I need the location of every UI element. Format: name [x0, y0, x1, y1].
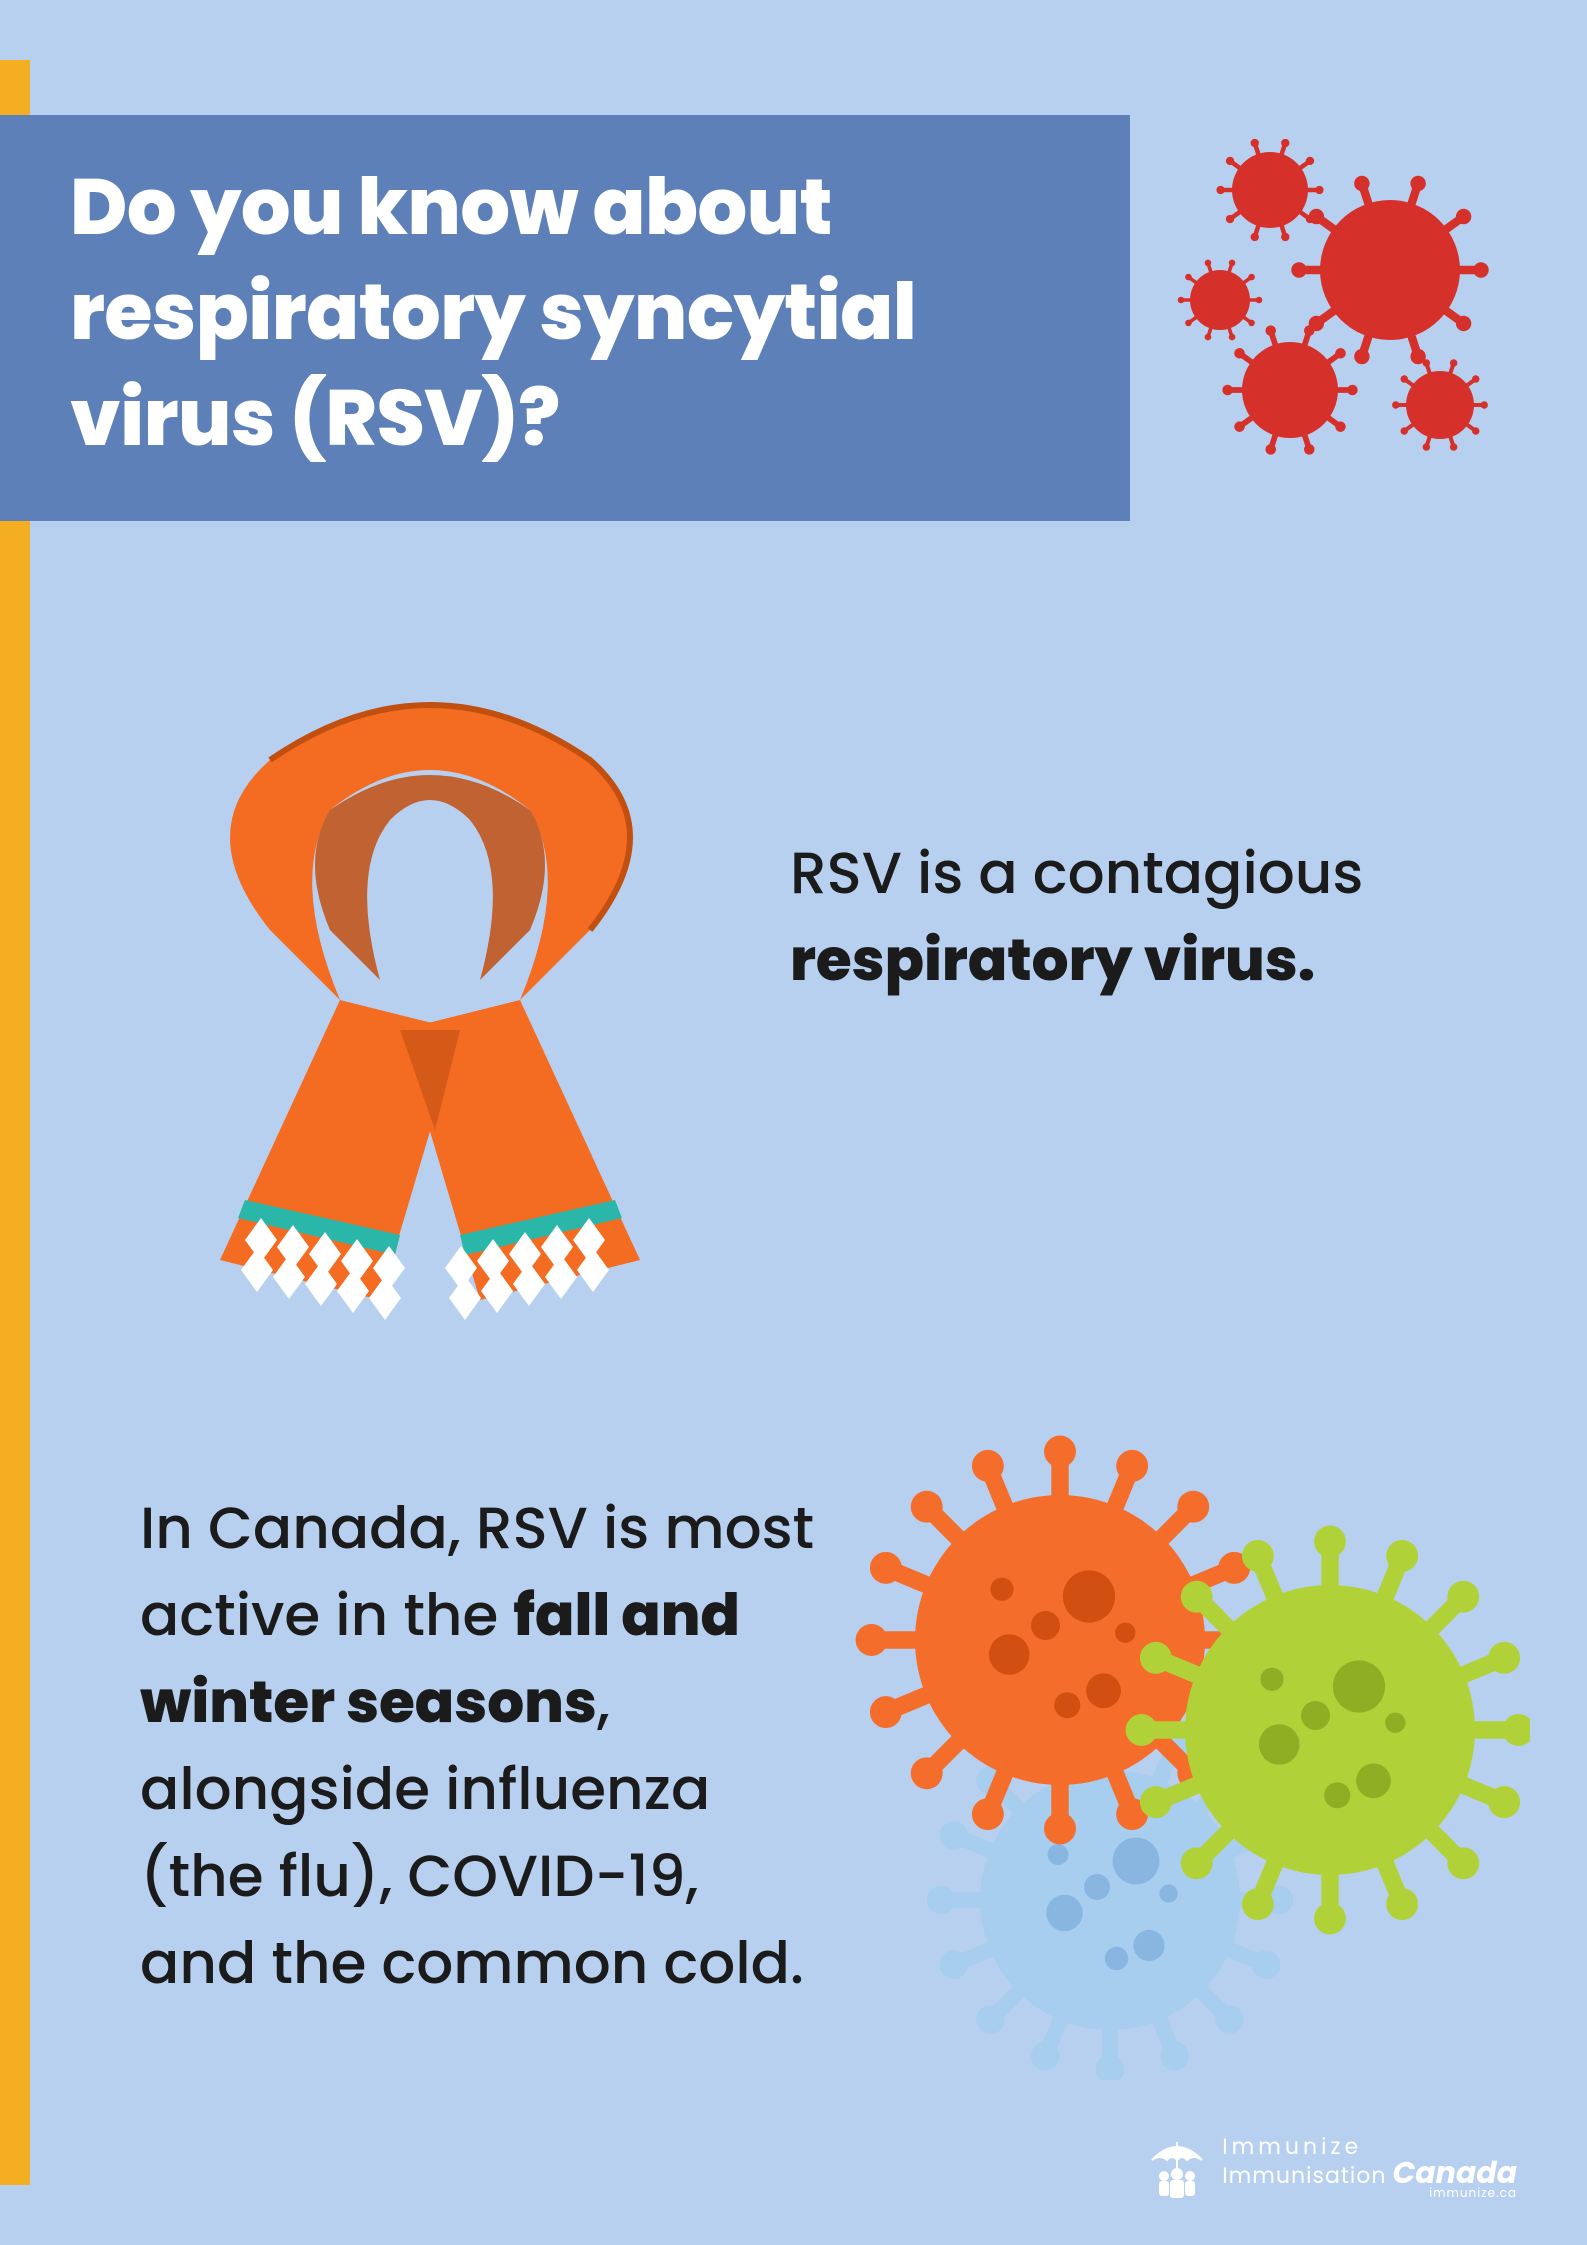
footer-brand: Canada: [1392, 2158, 1517, 2188]
title-banner: Do you know about respiratory syncytial …: [0, 115, 1130, 521]
footer-line2: Immunisation: [1222, 2165, 1386, 2187]
page-root: Do you know about respiratory syncytial …: [0, 0, 1587, 2245]
paragraph-contagious: RSV is a contagious respiratory virus.: [790, 830, 1470, 1004]
para1-pre: RSV is a contagious: [790, 833, 1363, 914]
para1-bold: respiratory virus.: [790, 920, 1315, 1001]
virus-cluster-icon-bottom: [810, 1430, 1530, 2080]
umbrella-family-icon: [1142, 2138, 1212, 2198]
footer-text-block: Immunize Immunisation Canada immunize.ca: [1222, 2136, 1517, 2200]
virus-cluster-icon-top: [1160, 130, 1540, 470]
paragraph-seasons: In Canada, RSV is most active in the fal…: [140, 1485, 820, 2007]
footer-logo: Immunize Immunisation Canada immunize.ca: [1142, 2136, 1517, 2200]
scarf-icon: [150, 700, 710, 1340]
page-title: Do you know about respiratory syncytial …: [70, 155, 1070, 471]
footer-sub: immunize.ca: [1222, 2188, 1517, 2200]
